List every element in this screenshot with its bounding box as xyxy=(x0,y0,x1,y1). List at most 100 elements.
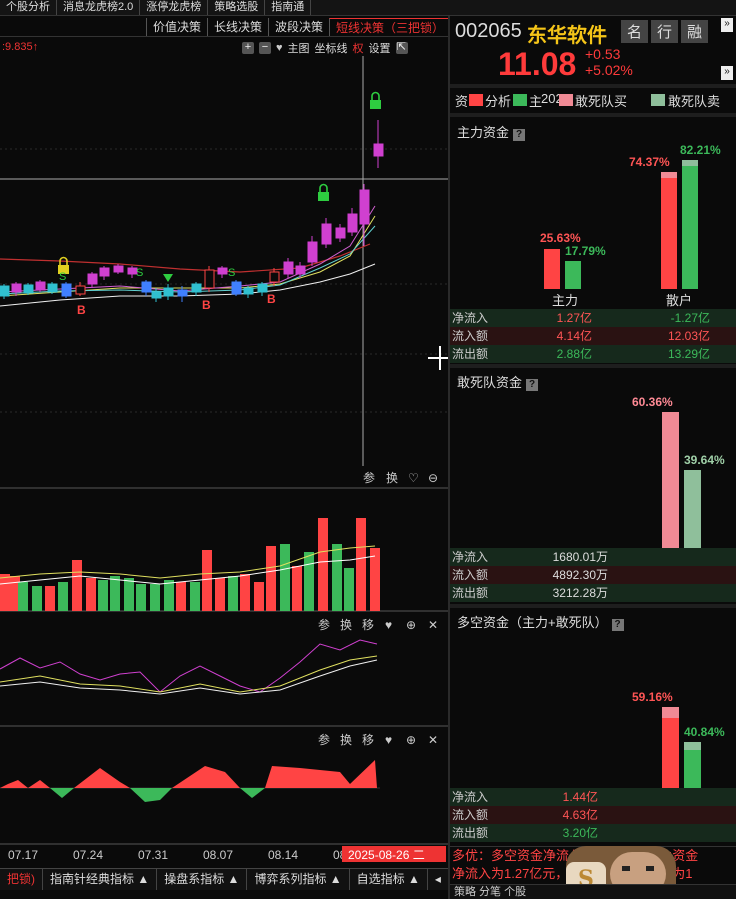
tab-swing[interactable]: 波段决策 xyxy=(267,18,329,36)
tab-game-indicators[interactable]: 博弈系列指标 ▲ xyxy=(247,869,350,890)
volume-bar xyxy=(304,552,314,611)
scroll-down-icon[interactable]: » xyxy=(721,66,733,80)
svg-text:移: 移 xyxy=(362,733,374,747)
date-label: 08.14 xyxy=(268,848,298,862)
volume-bar xyxy=(176,582,186,611)
candle xyxy=(35,281,46,291)
nav-strategy-select[interactable]: 策略选股 xyxy=(208,0,266,15)
buy-signal: B xyxy=(267,292,276,306)
rank-button[interactable]: 名 xyxy=(621,20,649,43)
volume-bar xyxy=(332,544,342,611)
svg-text:移: 移 xyxy=(362,618,374,632)
candle xyxy=(321,223,332,245)
candle xyxy=(347,213,358,233)
volume-bar xyxy=(280,544,290,611)
divider xyxy=(448,16,450,899)
nav-limit-dragon[interactable]: 涨停龙虎榜 xyxy=(140,0,209,15)
minus-icon[interactable]: − xyxy=(259,42,271,54)
cursor-date: 2025-08-26 二 xyxy=(348,848,425,862)
separator xyxy=(450,113,736,117)
tab-classic-indicators[interactable]: 指南针经典指标 ▲ xyxy=(43,869,158,890)
main-chart-button[interactable]: 主图 xyxy=(287,43,310,55)
scroll-up-icon[interactable]: » xyxy=(721,18,733,32)
buy-signal: B xyxy=(77,303,86,317)
legend-swatch-green xyxy=(513,94,527,106)
settings-button[interactable]: 设置 xyxy=(368,43,391,55)
nav-stock-analysis[interactable]: 个股分析 xyxy=(0,0,57,15)
main-fund-chart: 25.63% 17.79% 74.37% 82.21% 主力 散户 xyxy=(540,143,721,308)
separator xyxy=(450,364,736,368)
nav-news-dragon[interactable]: 消息龙虎榜2.0 xyxy=(57,0,141,15)
indicator-tabs: 把锁) 指南针经典指标 ▲ 操盘系指标 ▲ 博弈系列指标 ▲ 自选指标 ▲ ◂ xyxy=(0,868,450,890)
volume-bar xyxy=(32,586,42,611)
axis-line-button[interactable]: 坐标线 xyxy=(314,43,348,55)
top-nav-right xyxy=(450,0,736,16)
down-triangle-icon xyxy=(163,274,173,282)
help-icon[interactable]: ? xyxy=(611,619,624,631)
ls-fund-row: 净流入 1.44亿 xyxy=(450,788,736,806)
lock-icon xyxy=(318,183,329,201)
svg-text:换: 换 xyxy=(340,733,352,747)
svg-text:换: 换 xyxy=(340,618,352,632)
candle xyxy=(47,283,58,293)
zoom-out-icon: ⊖ xyxy=(428,471,438,485)
candle xyxy=(177,289,188,297)
volume-bar xyxy=(150,584,160,611)
bottom-right-tabs[interactable]: 策略 分笔 个股 xyxy=(450,884,736,899)
date-label: 08.07 xyxy=(203,848,233,862)
close-icon: ✕ xyxy=(428,733,438,747)
main-fund-row: 流入额 4.14亿 12.03亿 xyxy=(450,327,736,345)
tab-custom-indicators[interactable]: 自选指标 ▲ xyxy=(350,869,428,890)
dare-fund-row: 流入额 4892.30万 xyxy=(450,566,736,584)
sell-signal: S xyxy=(228,267,235,279)
tab-long[interactable]: 长线决策 xyxy=(206,18,268,36)
current-price: 11.08 xyxy=(498,46,577,82)
sell-signal: S xyxy=(136,267,143,279)
price-change-pct: +5.02% xyxy=(585,62,633,78)
candle xyxy=(231,281,242,295)
svg-text:散户: 散户 xyxy=(666,293,692,308)
dare-fund-row: 流出额 3212.28万 xyxy=(450,584,736,602)
tab-short-three-locks[interactable]: 短线决策（三把锁） xyxy=(328,18,450,36)
chart-area[interactable]: B B B S S S 参 换 ♡ ⊖ 参 换 移 ♥ ⊕ ✕ 参 换 移 ♥ … xyxy=(0,56,448,868)
industry-button[interactable]: 行 xyxy=(651,20,679,43)
candle xyxy=(0,285,10,297)
plus-icon[interactable]: + xyxy=(242,42,254,54)
candle xyxy=(75,285,86,295)
volume-bar xyxy=(215,578,225,611)
close-icon: ✕ xyxy=(428,618,438,632)
help-icon[interactable]: ? xyxy=(526,379,539,391)
volume-bar xyxy=(98,580,108,611)
main-fund-row: 流出额 2.88亿 13.29亿 xyxy=(450,345,736,363)
volume-bar xyxy=(254,582,264,611)
margin-button[interactable]: 融 xyxy=(681,20,709,43)
volume-bar xyxy=(124,578,134,611)
lock-icon xyxy=(58,256,69,274)
volume-bar xyxy=(10,576,20,611)
tab-value[interactable]: 价值决策 xyxy=(145,18,207,36)
heart-icon[interactable]: ♥ xyxy=(276,42,283,54)
expand-icon[interactable]: ⇱ xyxy=(395,41,408,54)
zoom-in-icon: ⊕ xyxy=(406,618,416,632)
tab-trading-indicators[interactable]: 操盘系指标 ▲ xyxy=(157,869,248,890)
longshort-fund-title: 多空资金（主力+敢死队）? xyxy=(457,612,624,631)
rights-button[interactable]: 权 xyxy=(352,43,364,55)
stock-code: 002065 xyxy=(455,20,522,42)
volume-bar xyxy=(190,582,200,611)
tab-three-locks[interactable]: 把锁) xyxy=(0,869,43,890)
volume-bar xyxy=(266,546,276,611)
candle xyxy=(61,283,72,297)
scroll-left-icon[interactable]: ◂ xyxy=(428,869,449,890)
help-icon[interactable]: ? xyxy=(513,129,526,141)
sub-switch: 换 xyxy=(386,471,398,485)
bar-dare-in xyxy=(662,412,679,583)
legend-swatch-mint xyxy=(651,94,665,106)
nav-guide[interactable]: 指南通 xyxy=(265,0,312,15)
ls-fund-row: 流出额 3.20亿 xyxy=(450,824,736,842)
candle xyxy=(243,287,254,295)
candle xyxy=(163,287,174,297)
bar-retail-in xyxy=(661,172,677,289)
chart-toolbar: + − ♥ 主图 坐标线 权 设置 ⇱ xyxy=(242,40,408,56)
stock-buttons: 名 行 融 xyxy=(621,20,709,43)
lock-icon xyxy=(370,91,381,109)
